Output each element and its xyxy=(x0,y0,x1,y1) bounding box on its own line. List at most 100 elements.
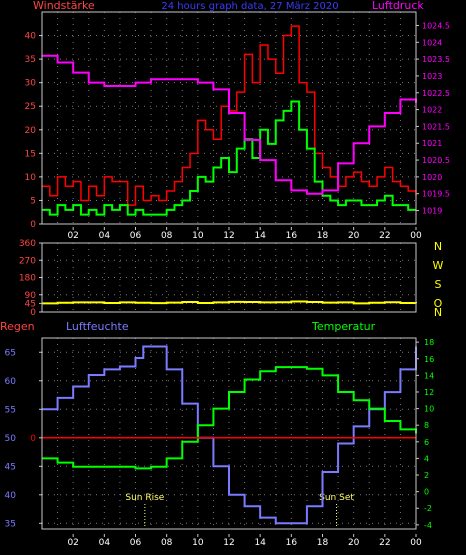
pressure-tick-label: 1021 xyxy=(422,139,442,148)
wind-speed-axis-label: Windstärke xyxy=(33,0,95,12)
chart-title: 24 hours graph data, 27 März 2020 xyxy=(161,1,338,12)
temperature-tick-label: 18 xyxy=(424,338,434,347)
direction-letter: N xyxy=(434,240,442,253)
hour-label: 12 xyxy=(223,231,234,241)
wind-tick-label: 0 xyxy=(30,220,36,230)
pressure-tick-label: 1023.5 xyxy=(422,55,450,64)
direction-tick-label: 45 xyxy=(25,299,36,309)
wind-gust-series xyxy=(42,25,417,206)
panel3-hour-labels: 02 04 06 08 10 12 14 16 18 20 22 00 xyxy=(67,534,422,548)
wind-tick-label: 15 xyxy=(25,149,36,159)
hour-label: 10 xyxy=(192,538,204,548)
temperature-tick-label: 6 xyxy=(424,438,429,447)
pressure-tick-label: 1020 xyxy=(422,173,442,182)
humidity-tick-label: 40 xyxy=(5,491,17,501)
temperature-tick-label: 14 xyxy=(424,371,434,380)
hour-label: 22 xyxy=(379,231,390,241)
wind-tick-label: 5 xyxy=(30,196,36,206)
panel3-series xyxy=(42,345,417,525)
hour-label: 02 xyxy=(67,538,78,548)
pressure-tick-label: 1024.5 xyxy=(422,21,450,30)
temperature-tick-label: 8 xyxy=(424,421,429,430)
direction-tick-label: 0 xyxy=(30,308,36,318)
rain-axis-label: Regen xyxy=(0,320,35,333)
panel1-frame xyxy=(41,11,417,225)
humidity-tick-label: 60 xyxy=(5,377,17,387)
wind-speed-series xyxy=(42,100,416,216)
hour-label: 14 xyxy=(254,538,266,548)
temperature-tick-label: 10 xyxy=(424,405,434,414)
panel1-series xyxy=(42,25,417,216)
direction-tick-label: 270 xyxy=(19,256,36,266)
sunset-label: Sun Set xyxy=(319,493,354,503)
hour-label: 08 xyxy=(161,538,173,548)
temperature-tick-label: 12 xyxy=(424,388,434,397)
wind-tick-label: 40 xyxy=(25,32,37,42)
pressure-tick-label: 1021.5 xyxy=(422,122,450,131)
hour-label: 00 xyxy=(410,231,422,241)
hour-label: 22 xyxy=(379,538,390,548)
pressure-series xyxy=(42,54,417,195)
pressure-tick-label: 1019 xyxy=(422,207,442,216)
hour-label: 18 xyxy=(317,538,329,548)
direction-letter: W xyxy=(433,259,444,272)
wind-direction-series xyxy=(42,300,417,305)
direction-letter: O xyxy=(434,297,443,310)
hour-label: 10 xyxy=(192,231,204,241)
panel3-right-ticks: -4 -2 0 2 4 6 8 10 12 14 16 18 xyxy=(416,338,434,530)
temperature-tick-label: 0 xyxy=(424,488,429,497)
hour-label: 20 xyxy=(348,538,360,548)
wind-pressure-panel: 0 5 10 15 20 25 30 35 40 1019 1019.5 1020 1020.5 102… xyxy=(25,11,450,241)
sunrise-label: Sun Rise xyxy=(125,493,164,503)
pressure-tick-label: 1022.5 xyxy=(422,89,450,98)
temperature-axis-label: Temperatur xyxy=(311,320,376,333)
hour-label: 06 xyxy=(130,231,142,241)
direction-tick-label: 180 xyxy=(19,274,36,284)
temperature-tick-label: 16 xyxy=(424,355,434,364)
sun-markers: Sun Rise Sun Set xyxy=(125,493,354,528)
panel2-frame xyxy=(41,242,417,313)
panel1-right-ticks: 1019 1019.5 1020 1020.5 1021 1021.5 1022 1022.5… xyxy=(416,21,450,216)
humidity-tick-label: 55 xyxy=(5,405,16,415)
humidity-axis-label: Luftfeuchte xyxy=(66,320,129,333)
temperature-tick-label: -2 xyxy=(424,504,432,513)
hour-label: 20 xyxy=(348,231,360,241)
temperature-series xyxy=(42,366,417,470)
wind-tick-label: 30 xyxy=(25,79,37,89)
pressure-tick-label: 1022 xyxy=(422,106,442,115)
hour-label: 16 xyxy=(286,231,298,241)
hour-label: 06 xyxy=(130,538,142,548)
hour-label: 14 xyxy=(254,231,266,241)
hour-label: 16 xyxy=(286,538,298,548)
hour-label: 18 xyxy=(317,231,329,241)
temperature-tick-label: -4 xyxy=(424,521,432,530)
rain-tick-label: 0 xyxy=(30,434,36,444)
humidity-tick-label: 65 xyxy=(5,348,16,358)
hour-label: 08 xyxy=(161,231,173,241)
pressure-axis-label: Luftdruck xyxy=(372,0,424,12)
direction-letter: S xyxy=(435,278,442,291)
hour-label: 04 xyxy=(99,538,111,548)
hour-label: 04 xyxy=(99,231,111,241)
temperature-tick-label: 4 xyxy=(424,454,429,463)
panel1-hour-labels: 02 04 06 08 10 12 14 16 18 20 22 00 xyxy=(67,227,422,241)
panel2-series xyxy=(42,300,417,305)
hour-label: 00 xyxy=(410,538,422,548)
humidity-tick-label: 35 xyxy=(5,519,16,529)
pressure-tick-label: 1023 xyxy=(422,72,442,81)
panel3-frame xyxy=(41,337,417,530)
humidity-tick-label: 45 xyxy=(5,462,16,472)
direction-tick-label: 90 xyxy=(25,291,37,301)
pressure-tick-label: 1019.5 xyxy=(422,190,450,199)
pressure-tick-label: 1024 xyxy=(422,38,442,47)
pressure-tick-label: 1020.5 xyxy=(422,156,450,165)
hour-label: 02 xyxy=(67,231,78,241)
wind-tick-label: 35 xyxy=(25,55,36,65)
wind-tick-label: 25 xyxy=(25,102,36,112)
wind-tick-label: 20 xyxy=(25,126,37,136)
